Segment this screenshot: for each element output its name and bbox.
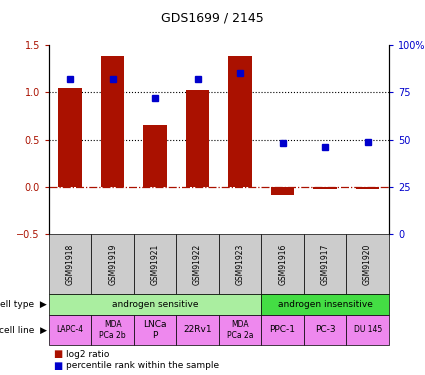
Bar [91, 315, 134, 345]
Bar [356, 187, 379, 189]
Bar [58, 88, 82, 187]
Text: log2 ratio: log2 ratio [66, 350, 109, 359]
Text: GSM91917: GSM91917 [320, 244, 330, 285]
Text: androgen insensitive: androgen insensitive [278, 300, 373, 309]
Text: ■: ■ [53, 350, 62, 359]
Bar [261, 315, 304, 345]
Bar [101, 56, 124, 187]
Bar [143, 126, 167, 187]
Text: GSM91916: GSM91916 [278, 244, 287, 285]
Bar [134, 315, 176, 345]
Text: LNCa
P: LNCa P [143, 320, 167, 340]
Text: cell type  ▶: cell type ▶ [0, 300, 47, 309]
Bar [228, 56, 252, 187]
Text: GDS1699 / 2145: GDS1699 / 2145 [161, 11, 264, 24]
Bar [346, 234, 389, 294]
Bar [186, 90, 209, 187]
Text: PPC-1: PPC-1 [269, 326, 296, 334]
Bar [313, 187, 337, 189]
Text: MDA
PCa 2b: MDA PCa 2b [99, 320, 126, 340]
Text: percentile rank within the sample: percentile rank within the sample [66, 361, 219, 370]
Bar [49, 315, 91, 345]
Bar [49, 234, 91, 294]
Bar [219, 234, 261, 294]
Text: PC-3: PC-3 [315, 326, 335, 334]
Text: androgen sensitive: androgen sensitive [112, 300, 198, 309]
Text: MDA
PCa 2a: MDA PCa 2a [227, 320, 253, 340]
Text: cell line  ▶: cell line ▶ [0, 326, 47, 334]
Bar [304, 234, 346, 294]
Text: GSM91922: GSM91922 [193, 244, 202, 285]
Bar [176, 234, 219, 294]
Bar [346, 315, 389, 345]
Text: LAPC-4: LAPC-4 [57, 326, 84, 334]
Text: GSM91918: GSM91918 [65, 244, 75, 285]
Text: GSM91921: GSM91921 [150, 244, 160, 285]
Bar [271, 187, 294, 195]
Bar [49, 294, 261, 315]
Bar [261, 294, 389, 315]
Bar [134, 234, 176, 294]
Text: DU 145: DU 145 [354, 326, 382, 334]
Text: GSM91923: GSM91923 [235, 244, 245, 285]
Text: ■: ■ [53, 361, 62, 370]
Bar [91, 234, 134, 294]
Bar [261, 234, 304, 294]
Text: 22Rv1: 22Rv1 [183, 326, 212, 334]
Bar [176, 315, 219, 345]
Bar [219, 315, 261, 345]
Bar [304, 315, 346, 345]
Text: GSM91920: GSM91920 [363, 244, 372, 285]
Text: GSM91919: GSM91919 [108, 244, 117, 285]
